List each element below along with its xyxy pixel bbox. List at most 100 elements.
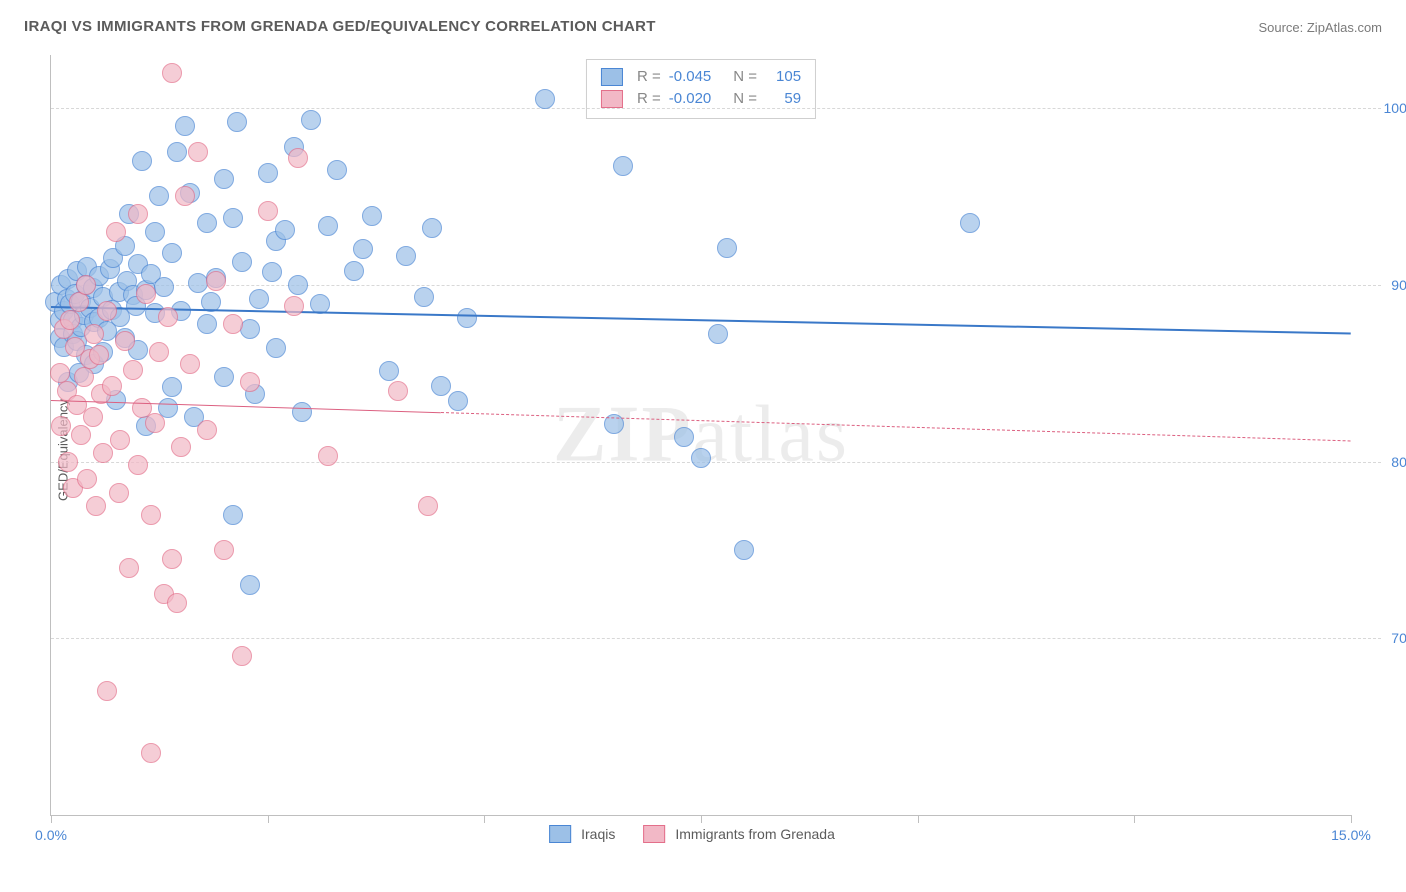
data-point — [86, 496, 106, 516]
data-point — [162, 377, 182, 397]
data-point — [396, 246, 416, 266]
data-point — [318, 216, 338, 236]
data-point — [162, 63, 182, 83]
data-point — [249, 289, 269, 309]
title-row: IRAQI VS IMMIGRANTS FROM GRENADA GED/EQU… — [24, 18, 1382, 42]
x-tick — [484, 815, 485, 823]
data-point — [106, 222, 126, 242]
data-point — [115, 331, 135, 351]
data-point — [227, 112, 247, 132]
data-point — [318, 446, 338, 466]
data-point — [145, 413, 165, 433]
x-tick — [1351, 815, 1352, 823]
x-tick — [918, 815, 919, 823]
y-tick-label: 100.0% — [1361, 100, 1406, 116]
data-point — [344, 261, 364, 281]
source-label: Source: ZipAtlas.com — [1258, 20, 1382, 35]
data-point — [149, 186, 169, 206]
data-point — [418, 496, 438, 516]
data-point — [379, 361, 399, 381]
legend-series-label: Immigrants from Grenada — [675, 826, 835, 842]
legend-swatch — [643, 825, 665, 843]
legend-swatch — [601, 90, 623, 108]
watermark-bold: ZIP — [553, 391, 692, 479]
x-tick — [701, 815, 702, 823]
x-tick — [1134, 815, 1135, 823]
data-point — [353, 239, 373, 259]
data-point — [162, 243, 182, 263]
chart-container: GED/Equivalency ZIPatlas R =-0.045N =105… — [50, 55, 1380, 845]
data-point — [214, 169, 234, 189]
data-point — [422, 218, 442, 238]
data-point — [123, 360, 143, 380]
legend-series: IraqisImmigrants from Grenada — [549, 825, 853, 843]
legend-n-value: 105 — [765, 66, 801, 88]
data-point — [175, 116, 195, 136]
legend-r-value: -0.020 — [669, 88, 712, 110]
data-point — [188, 142, 208, 162]
legend-r-value: -0.045 — [669, 66, 712, 88]
data-point — [535, 89, 555, 109]
watermark-rest: atlas — [692, 391, 849, 479]
y-tick-label: 80.0% — [1361, 454, 1406, 470]
x-tick-label: 15.0% — [1331, 827, 1371, 843]
data-point — [431, 376, 451, 396]
data-point — [167, 593, 187, 613]
data-point — [128, 204, 148, 224]
data-point — [214, 540, 234, 560]
data-point — [388, 381, 408, 401]
data-point — [171, 437, 191, 457]
data-point — [301, 110, 321, 130]
data-point — [708, 324, 728, 344]
data-point — [145, 222, 165, 242]
data-point — [128, 455, 148, 475]
data-point — [119, 558, 139, 578]
chart-title: IRAQI VS IMMIGRANTS FROM GRENADA GED/EQU… — [24, 18, 656, 35]
data-point — [132, 151, 152, 171]
data-point — [292, 402, 312, 422]
gridline-h — [51, 285, 1381, 286]
data-point — [60, 310, 80, 330]
data-point — [197, 314, 217, 334]
data-point — [284, 296, 304, 316]
x-tick — [268, 815, 269, 823]
data-point — [97, 681, 117, 701]
data-point — [448, 391, 468, 411]
data-point — [960, 213, 980, 233]
data-point — [167, 142, 187, 162]
data-point — [77, 469, 97, 489]
data-point — [258, 163, 278, 183]
data-point — [232, 252, 252, 272]
legend-stats-row: R =-0.045N =105 — [601, 66, 801, 88]
data-point — [84, 324, 104, 344]
data-point — [154, 277, 174, 297]
data-point — [223, 314, 243, 334]
data-point — [223, 505, 243, 525]
legend-n-label: N = — [733, 88, 757, 110]
data-point — [83, 407, 103, 427]
data-point — [162, 549, 182, 569]
data-point — [223, 208, 243, 228]
data-point — [734, 540, 754, 560]
data-point — [158, 307, 178, 327]
data-point — [691, 448, 711, 468]
data-point — [288, 148, 308, 168]
data-point — [362, 206, 382, 226]
data-point — [175, 186, 195, 206]
x-tick-label: 0.0% — [35, 827, 67, 843]
data-point — [275, 220, 295, 240]
data-point — [109, 483, 129, 503]
legend-swatch — [601, 68, 623, 86]
data-point — [327, 160, 347, 180]
data-point — [717, 238, 737, 258]
data-point — [414, 287, 434, 307]
data-point — [206, 271, 226, 291]
data-point — [69, 292, 89, 312]
y-tick-label: 70.0% — [1361, 630, 1406, 646]
data-point — [240, 575, 260, 595]
data-point — [89, 345, 109, 365]
legend-swatch — [549, 825, 571, 843]
data-point — [457, 308, 477, 328]
data-point — [149, 342, 169, 362]
data-point — [197, 213, 217, 233]
